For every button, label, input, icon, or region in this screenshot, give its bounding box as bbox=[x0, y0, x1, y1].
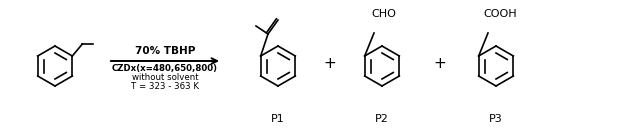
Text: CHO: CHO bbox=[371, 9, 396, 19]
Text: COOH: COOH bbox=[483, 9, 517, 19]
Text: P3: P3 bbox=[489, 114, 503, 124]
Text: +: + bbox=[434, 57, 446, 72]
Text: P2: P2 bbox=[375, 114, 389, 124]
Text: T = 323 - 363 K: T = 323 - 363 K bbox=[131, 82, 199, 91]
Text: 70% TBHP: 70% TBHP bbox=[135, 46, 195, 56]
Text: without solvent: without solvent bbox=[132, 73, 198, 82]
Text: CZDx(x=480,650,800): CZDx(x=480,650,800) bbox=[112, 64, 218, 73]
Text: +: + bbox=[324, 57, 336, 72]
Text: P1: P1 bbox=[271, 114, 285, 124]
